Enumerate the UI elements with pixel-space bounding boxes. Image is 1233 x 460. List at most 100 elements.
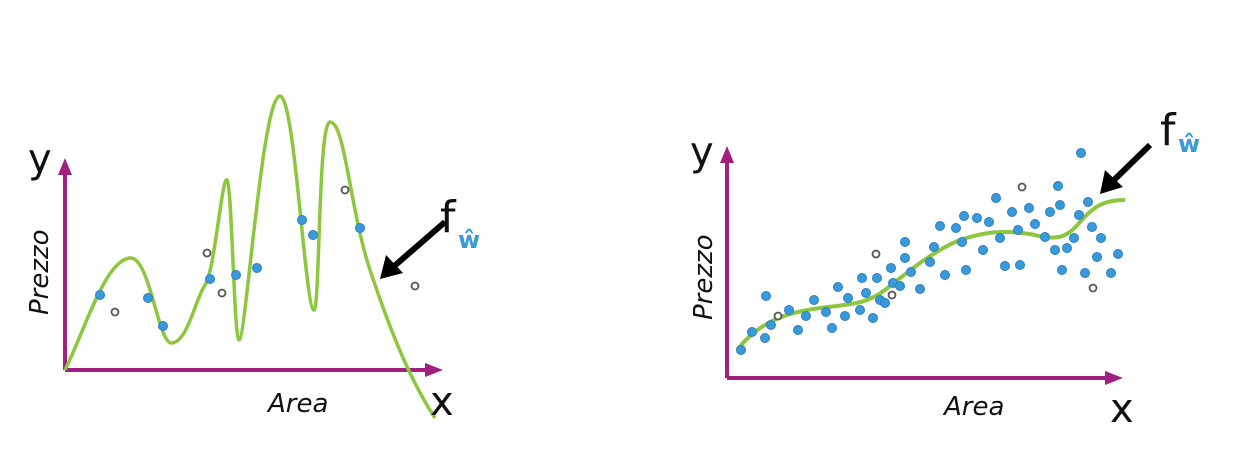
- point: [1053, 181, 1063, 191]
- pointer-head: [1100, 170, 1123, 194]
- x-arrowhead: [425, 363, 443, 377]
- function-subscript: ŵ: [458, 226, 480, 254]
- point: [1074, 210, 1084, 220]
- function-label: f: [440, 192, 457, 243]
- point: [1092, 252, 1102, 262]
- y-title: Prezzo: [689, 234, 719, 320]
- point: [857, 273, 867, 283]
- point: [809, 295, 819, 305]
- panel-goodfit: y Prezzo Area x f ŵ: [689, 105, 1200, 432]
- point: [906, 267, 916, 277]
- point: [158, 321, 168, 331]
- point: [1057, 265, 1067, 275]
- point: [880, 298, 890, 308]
- point: [205, 274, 215, 284]
- point: [355, 223, 365, 233]
- point: [940, 270, 950, 280]
- point: [861, 288, 871, 298]
- point: [736, 345, 746, 355]
- pointer-head: [380, 255, 403, 279]
- point: [900, 253, 910, 263]
- point: [1113, 249, 1123, 259]
- point: [252, 263, 262, 273]
- point: [1007, 207, 1017, 217]
- fit-curve: [63, 94, 437, 419]
- point: [959, 211, 969, 221]
- pointer-arrow: [1109, 142, 1153, 185]
- point: [1096, 233, 1106, 243]
- point: [895, 281, 905, 291]
- point: [833, 282, 843, 292]
- x-title: Area: [266, 389, 328, 419]
- x-label: x: [430, 379, 454, 425]
- point: [1083, 197, 1093, 207]
- point: [761, 291, 771, 301]
- point: [978, 245, 988, 255]
- test-point: [340, 185, 350, 195]
- test-point: [773, 311, 783, 321]
- test-point: [202, 248, 212, 258]
- test-point: [217, 288, 227, 298]
- test-point: [410, 281, 420, 291]
- point: [984, 217, 994, 227]
- point: [957, 237, 967, 247]
- point: [1080, 268, 1090, 278]
- point: [766, 320, 776, 330]
- point: [925, 257, 935, 267]
- point: [1030, 219, 1040, 229]
- point: [840, 311, 850, 321]
- y-label: y: [690, 129, 714, 175]
- y-arrowhead: [58, 158, 72, 175]
- point: [1106, 268, 1116, 278]
- point: [784, 305, 794, 315]
- point: [991, 193, 1001, 203]
- point: [95, 290, 105, 300]
- test-point: [887, 290, 897, 300]
- point: [231, 270, 241, 280]
- point: [297, 215, 307, 225]
- x-title: Area: [942, 392, 1004, 422]
- y-label: y: [28, 136, 52, 182]
- y-title: Prezzo: [25, 229, 55, 315]
- point: [886, 263, 896, 273]
- point: [1069, 233, 1079, 243]
- test-point: [1017, 182, 1027, 192]
- point: [915, 284, 925, 294]
- function-subscript: ŵ: [1178, 130, 1200, 158]
- point: [760, 333, 770, 343]
- point: [935, 221, 945, 231]
- point: [951, 223, 961, 233]
- test-point: [1088, 283, 1098, 293]
- point: [872, 273, 882, 283]
- y-arrowhead: [720, 146, 734, 163]
- point: [855, 305, 865, 315]
- test-point: [110, 307, 120, 317]
- point: [143, 293, 153, 303]
- x-label: x: [1110, 386, 1134, 432]
- point: [1045, 207, 1055, 217]
- data-points: [95, 185, 420, 331]
- point: [801, 311, 811, 321]
- point: [1013, 225, 1023, 235]
- function-label: f: [1160, 105, 1177, 156]
- point: [868, 313, 878, 323]
- point: [793, 325, 803, 335]
- test-point: [871, 249, 881, 259]
- point: [1000, 261, 1010, 271]
- point: [1055, 200, 1065, 210]
- point: [1015, 260, 1025, 270]
- point: [1076, 148, 1086, 158]
- data-points: [736, 148, 1123, 355]
- point: [827, 323, 837, 333]
- point: [1050, 245, 1060, 255]
- point: [1062, 243, 1072, 253]
- point: [961, 265, 971, 275]
- x-arrowhead: [1105, 371, 1123, 385]
- pointer-arrow: [390, 219, 447, 271]
- point: [1040, 232, 1050, 242]
- point: [929, 242, 939, 252]
- point: [308, 230, 318, 240]
- point: [747, 327, 757, 337]
- point: [843, 293, 853, 303]
